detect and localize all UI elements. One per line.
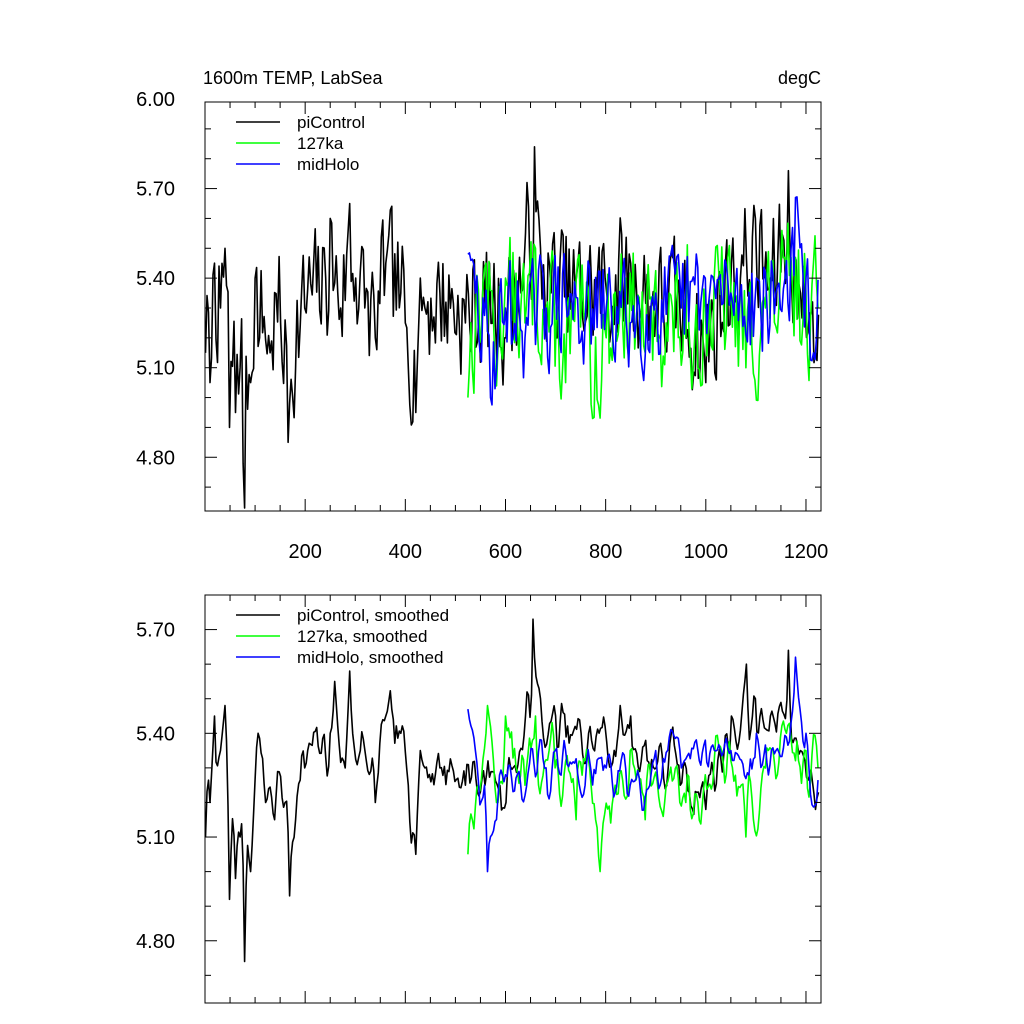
x-tick-label: 400 <box>389 541 422 563</box>
y-tick-label: 5.70 <box>136 179 175 201</box>
legend-label: 127ka, smoothed <box>297 627 427 646</box>
top-panel: 1600m TEMP, LabSea degC 4.80 5.10 5.40 5.70… <box>136 68 828 563</box>
chart-title: 1600m TEMP, LabSea <box>203 68 383 88</box>
y-tick-label: 5.10 <box>136 827 175 849</box>
plot-frame <box>204 594 822 1004</box>
series-group <box>205 618 820 963</box>
series-line-127ka-smoothed <box>467 704 819 873</box>
series-line-midholo <box>467 196 819 406</box>
y-tick-label: 4.80 <box>136 931 175 953</box>
bottom-panel: 4.80 5.10 5.40 5.70 piControl, smoothed 127ka… <box>136 594 822 1004</box>
x-tick-label: 1000 <box>684 541 729 563</box>
series-line-127ka <box>467 222 819 420</box>
x-tick-label: 1200 <box>784 541 829 563</box>
plot-frame <box>204 101 822 512</box>
y-tick-label: 4.80 <box>136 447 175 469</box>
legend: piControl, smoothed 127ka, smoothed midHol… <box>236 606 449 667</box>
series-line-picontrol-smoothed <box>205 618 820 963</box>
x-tick-label: 600 <box>489 541 522 563</box>
series-group <box>205 146 820 509</box>
legend-label: midHolo <box>297 155 359 174</box>
x-tick-label: 200 <box>288 541 321 563</box>
series-line-midholo-smoothed <box>467 656 819 873</box>
x-tick-label: 800 <box>589 541 622 563</box>
legend-label: 127ka <box>297 134 344 153</box>
y-tick-label: 5.10 <box>136 358 175 380</box>
y-tick-label: 5.40 <box>136 723 175 745</box>
series-line-picontrol <box>205 146 820 509</box>
y-tick-label: 6.00 <box>136 89 175 111</box>
units-label: degC <box>778 68 821 88</box>
y-tick-label: 5.40 <box>136 268 175 290</box>
legend-label: piControl <box>297 113 365 132</box>
legend-label: piControl, smoothed <box>297 606 449 625</box>
y-tick-label: 5.70 <box>136 620 175 642</box>
legend: piControl 127ka midHolo <box>236 113 365 174</box>
legend-label: midHolo, smoothed <box>297 648 443 667</box>
